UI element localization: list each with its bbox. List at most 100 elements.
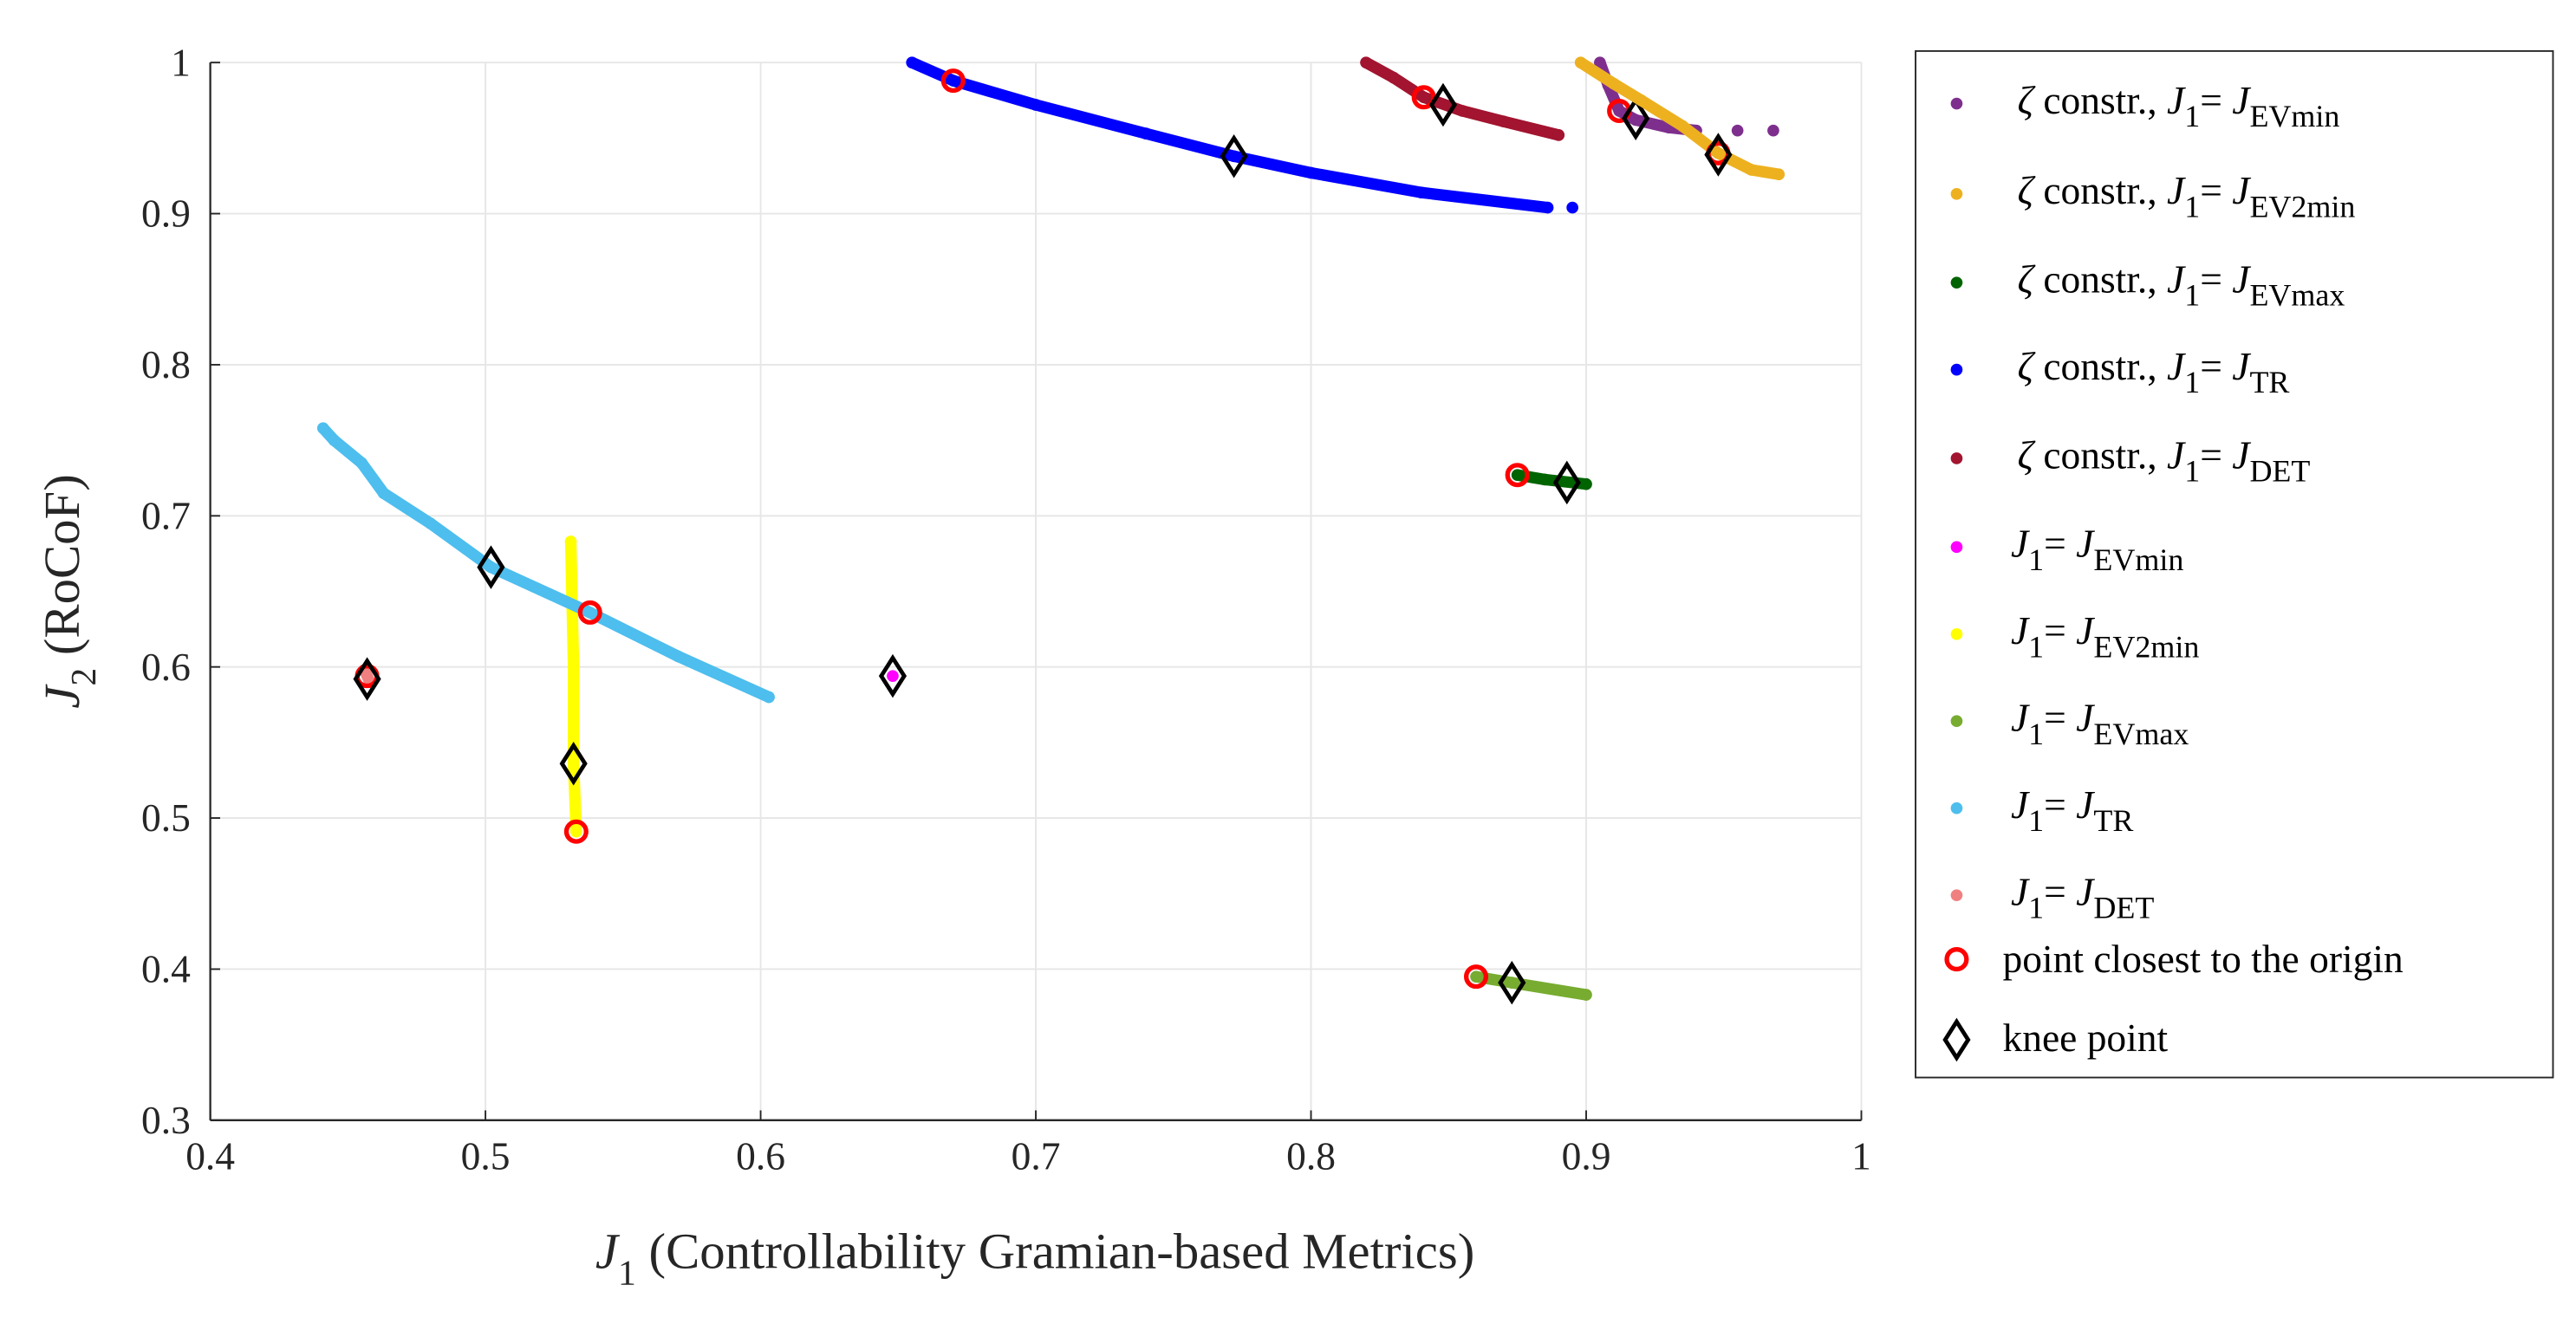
legend-marker: [1950, 889, 1963, 901]
metric-subscript: EV2min: [2093, 629, 2199, 664]
data-point: [564, 535, 577, 548]
legend-prefix: constr.,: [2043, 432, 2167, 477]
knee-point-marker: [559, 742, 588, 786]
metric-subscript: EV2min: [2249, 189, 2355, 224]
data-point: [763, 691, 775, 704]
j-symbol: J: [2232, 168, 2251, 212]
knee-point-marker: [1498, 960, 1526, 1005]
data-point: [1506, 977, 1519, 989]
series-layer: [316, 56, 1786, 1005]
j1-subscript: 1: [2028, 717, 2044, 751]
equals: =: [2044, 608, 2076, 652]
j-symbol: J: [2232, 344, 2251, 388]
j1-symbol: J: [2167, 344, 2186, 388]
knee-point-marker: [1428, 82, 1458, 127]
series-zeta-det: [1360, 56, 1565, 141]
legend-entry-tr: J1= JTR: [1950, 782, 2133, 838]
legend-marker: [1950, 802, 1963, 815]
legend-entry-zeta-det: ζ constr., J1= JDET: [1950, 432, 2311, 489]
y-tick-label: 0.5: [141, 795, 191, 840]
data-point: [1613, 105, 1625, 117]
j1-subscript: 1: [2028, 803, 2044, 838]
equals: =: [2044, 696, 2076, 740]
data-point: [1773, 168, 1786, 181]
data-point: [946, 75, 959, 87]
data-point: [1387, 71, 1400, 84]
series-evmin: [878, 653, 907, 698]
legend-entry-zeta-ev2min: ζ constr., J1= JEV2min: [1950, 168, 2355, 224]
j1-subscript: 1: [2184, 189, 2200, 224]
data-point: [1511, 469, 1524, 482]
legend-entry-zeta-tr: ζ constr., J1= JTR: [1950, 344, 2290, 399]
equals: =: [2044, 870, 2076, 914]
data-point: [1580, 989, 1592, 1001]
knee-point-marker: [1704, 133, 1733, 177]
legend-prefix: constr.,: [2043, 168, 2167, 212]
data-point: [1541, 201, 1554, 214]
j1-subscript: 1: [2028, 542, 2044, 577]
legend-closest-marker: [1944, 947, 1969, 972]
metric-subscript: EVmin: [2093, 542, 2183, 577]
legend-entry-ev2min: J1= JEV2min: [1950, 608, 2199, 664]
series-ev2min: [559, 535, 589, 844]
data-point: [377, 487, 390, 499]
zeta-symbol: ζ: [2018, 257, 2044, 302]
j-symbol: J: [2076, 782, 2095, 827]
legend-knee-marker: [1942, 1017, 1971, 1062]
metric-subscript: EVmax: [2249, 278, 2345, 313]
legend-marker: [1950, 276, 1963, 289]
legend-entry-evmin: J1= JEVmin: [1950, 522, 2183, 577]
data-point: [1360, 56, 1372, 68]
j1-symbol: J: [2011, 608, 2030, 652]
j1-subscript: 1: [2028, 891, 2044, 925]
j1-subscript: 1: [2184, 454, 2200, 489]
data-point: [1566, 201, 1578, 214]
zeta-symbol: ζ: [2018, 432, 2044, 477]
legend-marker: [1950, 715, 1963, 728]
series-line: [1470, 970, 1592, 1001]
data-point: [906, 56, 919, 68]
j-symbol: J: [2232, 432, 2251, 477]
legend-label: ζ constr., J1= JEVmin: [2018, 78, 2340, 133]
legend-entry-det: J1= JDET: [1950, 870, 2154, 925]
data-point: [1030, 99, 1042, 111]
j1-symbol: J: [2011, 522, 2030, 566]
legend-knee-label: knee point: [2003, 1016, 2169, 1060]
data-point: [567, 757, 580, 770]
x-tick-label: 0.5: [461, 1134, 511, 1178]
data-point: [1712, 146, 1725, 159]
data-point: [887, 670, 899, 682]
data-point: [1745, 164, 1758, 176]
series-det: [353, 657, 381, 701]
closest-point-marker: [563, 819, 589, 844]
legend-label: J1= JEVmax: [2011, 696, 2189, 751]
closest-point-marker: [940, 68, 966, 94]
j-symbol: J: [2076, 522, 2095, 566]
j1-subscript: 1: [2028, 629, 2044, 664]
y-tick-label: 0.7: [141, 493, 191, 537]
data-point: [316, 422, 329, 434]
closest-point-marker: [577, 600, 602, 625]
j1-symbol: J: [2011, 696, 2030, 740]
x-tick-label: 0.8: [1286, 1134, 1336, 1178]
legend-entry-zeta-evmin: ζ constr., J1= JEVmin: [1950, 78, 2340, 133]
data-point: [1731, 124, 1744, 137]
legend-marker: [1950, 97, 1963, 110]
legend-label: ζ constr., J1= JDET: [2018, 432, 2311, 488]
equals: =: [2200, 344, 2232, 388]
equals: =: [2044, 782, 2076, 827]
data-point: [1456, 105, 1468, 117]
data-point: [1574, 56, 1587, 68]
legend-prefix: constr.,: [2043, 257, 2167, 302]
y-tick-label: 0.9: [141, 191, 191, 236]
legend-entry-knee: knee point: [1942, 1016, 2169, 1062]
x-tick-label: 1: [1851, 1134, 1871, 1178]
metric-subscript: TR: [2093, 803, 2133, 838]
zeta-symbol: ζ: [2018, 78, 2044, 122]
legend-label: ζ constr., J1= JTR: [2018, 344, 2290, 399]
y-axis-label: J2 (RoCoF): [34, 474, 104, 709]
data-point: [1552, 129, 1565, 141]
j-symbol: J: [2232, 78, 2251, 122]
legend-marker: [1950, 541, 1963, 554]
data-point: [1415, 186, 1428, 198]
